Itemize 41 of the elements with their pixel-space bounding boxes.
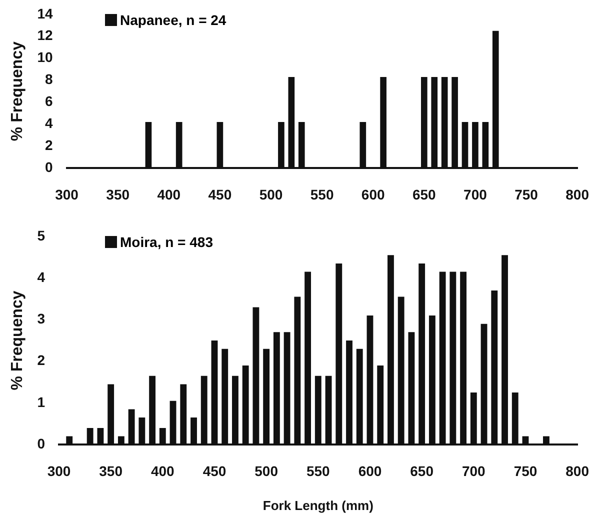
x-tick-label: 500 bbox=[259, 186, 283, 202]
y-tick-label: 3 bbox=[37, 310, 46, 327]
x-tick-label: 750 bbox=[514, 462, 538, 479]
x-tick-label: 350 bbox=[106, 186, 130, 202]
legend-label: Napanee, n = 24 bbox=[120, 12, 226, 28]
x-tick-label: 700 bbox=[464, 186, 488, 202]
x-tick-label: 550 bbox=[306, 462, 330, 479]
y-tick-label: 1 bbox=[37, 394, 46, 410]
x-tick-label: 800 bbox=[566, 186, 590, 202]
x-axis-title: Fork Length (mm) bbox=[262, 498, 374, 513]
y-tick-label: 4 bbox=[44, 115, 53, 132]
y-tick-label: 6 bbox=[44, 93, 53, 110]
y-tick-label: 2 bbox=[44, 137, 53, 154]
y-tick-label: 12 bbox=[37, 27, 53, 44]
x-tick-label: 400 bbox=[150, 462, 175, 479]
x-tick-label: 600 bbox=[361, 186, 385, 202]
y-axis-title: % Frequency bbox=[9, 290, 26, 390]
y-tick-label: 14 bbox=[37, 5, 53, 22]
x-tick-label: 400 bbox=[157, 186, 181, 202]
x-tick-label: 800 bbox=[566, 462, 590, 479]
x-tick-label: 750 bbox=[514, 186, 538, 202]
x-tick-label: 350 bbox=[99, 462, 123, 479]
y-tick-label: 2 bbox=[37, 352, 46, 368]
x-tick-label: 550 bbox=[310, 186, 334, 202]
x-tick-label: 300 bbox=[47, 462, 71, 479]
y-tick-label: 0 bbox=[37, 435, 46, 452]
x-tick-label: 650 bbox=[412, 186, 436, 202]
x-tick-label: 650 bbox=[410, 462, 434, 479]
y-tick-label: 10 bbox=[37, 49, 53, 66]
y-tick-label: 5 bbox=[37, 227, 46, 244]
y-tick-label: 0 bbox=[44, 159, 53, 176]
legend-label: Moira, n = 483 bbox=[120, 234, 213, 250]
x-tick-label: 450 bbox=[208, 186, 232, 202]
x-tick-label: 600 bbox=[358, 462, 382, 479]
x-tick-label: 300 bbox=[55, 186, 79, 202]
y-tick-label: 4 bbox=[37, 268, 46, 285]
y-tick-label: 8 bbox=[44, 71, 53, 88]
x-tick-label: 700 bbox=[462, 462, 486, 479]
x-tick-label: 500 bbox=[254, 462, 278, 479]
y-axis-title: % Frequency bbox=[9, 41, 26, 142]
x-tick-label: 450 bbox=[202, 462, 226, 479]
